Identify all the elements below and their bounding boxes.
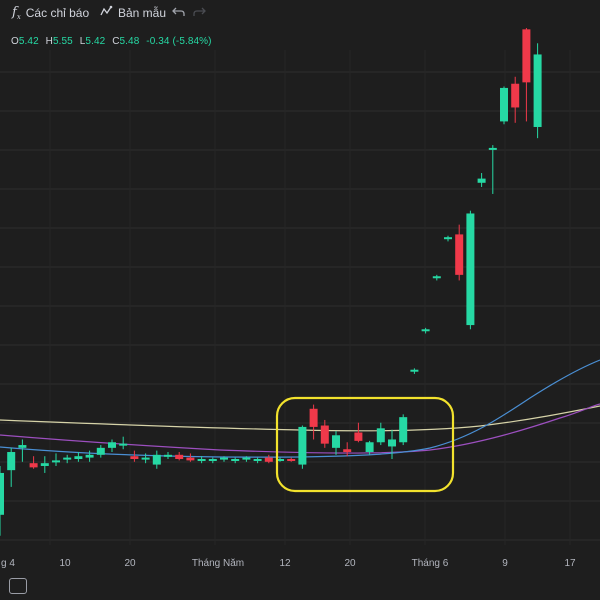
indicators-label: Các chỉ báo (25, 6, 90, 20)
candle-body (421, 329, 430, 332)
candle-body (276, 459, 284, 461)
candle-body (186, 457, 195, 461)
candle-body (208, 459, 217, 461)
candle-body (152, 454, 161, 465)
candle-body (264, 457, 273, 462)
close-value: 5.48 (119, 36, 140, 47)
undo-icon (172, 6, 186, 21)
candle-body (399, 417, 408, 443)
x-tick-label: 20 (344, 558, 356, 569)
candle-body (231, 459, 240, 461)
open-value: 5.42 (18, 36, 39, 47)
templates-label: Bản mẫu (118, 5, 167, 20)
candle-body (52, 460, 60, 463)
x-tick-label: Tháng 6 (412, 558, 449, 569)
change-value: -0.34 (-5.84%) (146, 36, 212, 47)
candle-body (354, 432, 363, 441)
candle-body (533, 54, 542, 127)
candle-body (130, 456, 139, 459)
templates-button[interactable]: Bản mẫu (100, 5, 166, 20)
redo-button[interactable] (192, 6, 206, 21)
x-tick-label: 9 (502, 558, 508, 569)
undo-button[interactable] (172, 6, 186, 21)
candle-body (343, 449, 352, 453)
indicators-button[interactable]: fx Các chỉ báo (12, 5, 89, 21)
candle-body (522, 29, 531, 83)
candle-body (197, 459, 206, 461)
candle-body (511, 83, 520, 108)
candle-body (0, 472, 4, 515)
candle-body (119, 443, 128, 446)
screenshot-icon[interactable] (9, 578, 27, 594)
candle-body (63, 457, 72, 460)
candles (0, 28, 542, 536)
candle-body (74, 456, 83, 459)
candle-body (365, 442, 374, 453)
redo-icon (192, 6, 206, 21)
candle-body (164, 454, 172, 457)
candle-body (388, 439, 396, 447)
candle-body (29, 463, 38, 468)
price-chart[interactable]: g 4 10 20 Tháng Năm 12 20 Tháng 6 9 17 (0, 28, 600, 580)
candle-body (444, 237, 452, 240)
candle-body (108, 442, 116, 448)
candle-body (141, 457, 150, 460)
open-key: O (11, 36, 19, 47)
candle-body (320, 425, 329, 444)
candle-body (298, 426, 307, 465)
candle-body (309, 408, 318, 427)
candle-body (455, 234, 464, 275)
low-value: 5.42 (85, 36, 106, 47)
candle-body (220, 457, 228, 460)
candle-body (410, 369, 419, 372)
ma-line-blue (0, 359, 600, 458)
candle-body (253, 459, 262, 461)
candle-body (376, 428, 385, 443)
candle-body (488, 147, 497, 150)
x-tick-label: 10 (59, 558, 71, 569)
ma-line-yellow (0, 405, 600, 432)
x-tick-label: Tháng Năm (192, 558, 244, 569)
candle-body (18, 445, 27, 448)
candle-body (477, 178, 486, 183)
candle-body (432, 276, 441, 279)
close-key: C (112, 36, 120, 47)
highlight-box (275, 396, 455, 493)
templates-icon (100, 5, 113, 20)
candle-body (500, 87, 508, 122)
candle-body (175, 454, 184, 459)
x-tick-label: 20 (124, 558, 136, 569)
candle-body (332, 435, 340, 448)
x-tick-label: g 4 (1, 558, 15, 569)
x-tick-label: 17 (564, 558, 576, 569)
x-axis: g 4 10 20 Tháng Năm 12 20 Tháng 6 9 17 (1, 558, 576, 569)
high-key: H (45, 36, 53, 47)
chart-grid (0, 50, 600, 545)
top-toolbar: fx Các chỉ báo Bản mẫu (0, 0, 600, 28)
candle-body (85, 454, 94, 458)
x-tick-label: 12 (279, 558, 291, 569)
candle-body (96, 447, 105, 455)
candle-body (242, 457, 251, 460)
ohlc-legend: O5.42 H5.55 L5.42 C5.48 -0.34 (-5.84%) (11, 36, 216, 47)
low-key: L (79, 36, 86, 47)
candle-body (40, 463, 49, 466)
candle-body (287, 459, 296, 461)
candle-body (466, 213, 475, 326)
candle-body (7, 452, 16, 471)
function-icon: fx (12, 5, 21, 21)
high-value: 5.55 (52, 36, 73, 47)
